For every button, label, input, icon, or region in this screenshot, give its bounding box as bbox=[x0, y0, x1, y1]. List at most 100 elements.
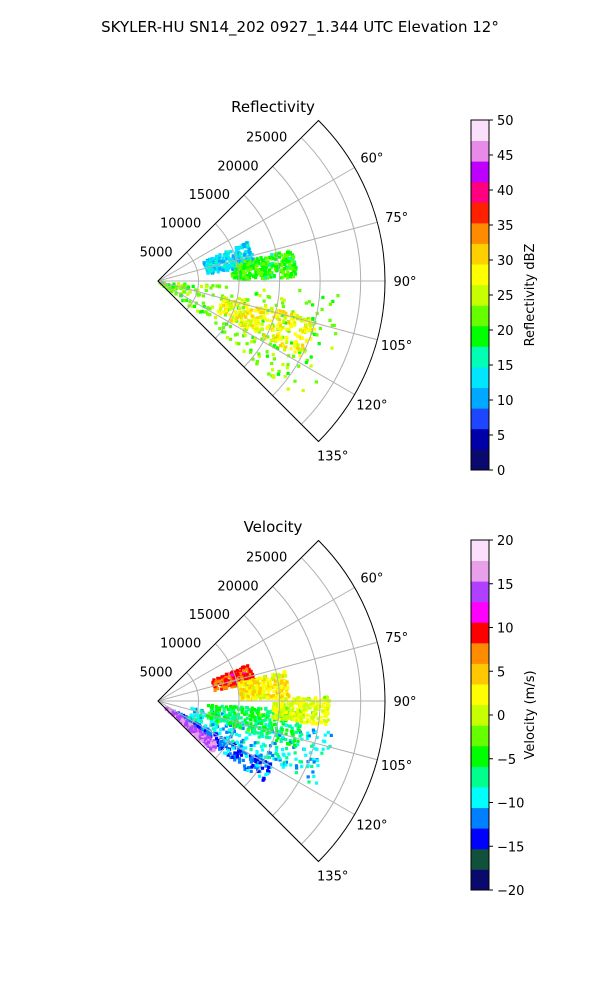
echo-cell bbox=[278, 344, 283, 348]
echo-cell bbox=[287, 329, 291, 333]
echo-cell bbox=[237, 342, 241, 346]
echo-cell bbox=[218, 731, 222, 735]
echo-cell bbox=[220, 746, 224, 750]
echo-cell bbox=[332, 323, 336, 327]
echo-cell bbox=[267, 755, 271, 760]
echo-cell bbox=[255, 693, 260, 697]
echo-cell bbox=[234, 251, 238, 255]
echo-cell bbox=[249, 348, 253, 352]
echo-cell bbox=[268, 295, 272, 299]
echo-cell bbox=[226, 250, 230, 254]
echo-cell bbox=[255, 679, 260, 683]
echo-cell bbox=[252, 275, 256, 279]
echo-cell bbox=[243, 677, 248, 681]
echo-cell bbox=[289, 702, 293, 706]
echo-cell bbox=[182, 290, 187, 294]
echo-cell bbox=[187, 304, 191, 308]
echo-cell bbox=[248, 272, 252, 276]
echo-cell bbox=[249, 760, 253, 764]
echo-cell bbox=[221, 259, 226, 264]
echo-cell bbox=[268, 726, 272, 730]
echo-cell bbox=[284, 732, 288, 736]
echo-cell bbox=[280, 687, 284, 691]
echo-cell bbox=[287, 354, 291, 358]
echo-cell bbox=[293, 379, 297, 383]
echo-cell bbox=[282, 715, 286, 719]
echo-cell bbox=[207, 733, 211, 737]
echo-cell bbox=[277, 332, 281, 336]
colorbar-tick-label: 0 bbox=[497, 464, 505, 479]
echo-cell bbox=[202, 734, 206, 738]
panel-title: Velocity bbox=[244, 518, 303, 536]
colorbar-segment bbox=[471, 408, 489, 430]
echo-cell bbox=[211, 748, 215, 752]
echo-cell bbox=[249, 261, 253, 265]
echo-cell bbox=[217, 677, 222, 681]
echo-cell bbox=[246, 695, 250, 699]
colorbar-segment bbox=[471, 387, 489, 409]
echo-cell bbox=[245, 768, 249, 772]
echo-cell bbox=[193, 710, 197, 714]
colorbar-segment bbox=[471, 704, 489, 726]
echo-cell bbox=[281, 765, 285, 769]
echo-cell bbox=[211, 723, 215, 727]
echo-cell bbox=[278, 733, 282, 737]
echo-cell bbox=[267, 765, 271, 769]
echo-cell bbox=[291, 275, 295, 279]
echo-cell bbox=[293, 350, 297, 354]
angular-tick-label: 90° bbox=[393, 275, 416, 290]
echo-cell bbox=[261, 734, 265, 739]
echo-cell bbox=[266, 710, 270, 714]
echo-cell bbox=[204, 737, 208, 741]
echo-cell bbox=[304, 753, 308, 757]
echo-cell bbox=[297, 718, 301, 723]
echo-cell bbox=[302, 697, 306, 701]
echo-cell bbox=[267, 263, 271, 267]
echo-cell bbox=[224, 285, 228, 289]
echo-cell bbox=[298, 724, 302, 728]
echo-cell bbox=[273, 680, 277, 684]
echo-cell bbox=[208, 257, 212, 261]
echo-cell bbox=[310, 744, 314, 748]
echo-cell bbox=[278, 318, 282, 322]
echo-cell bbox=[302, 747, 307, 751]
echo-cell bbox=[257, 322, 261, 326]
echo-cell bbox=[262, 299, 266, 303]
echo-cell bbox=[259, 272, 263, 276]
echo-cell bbox=[276, 323, 280, 327]
echo-cell bbox=[244, 721, 249, 725]
echo-cell bbox=[199, 728, 203, 732]
echo-cell bbox=[219, 297, 223, 301]
echo-cell bbox=[287, 694, 291, 698]
echo-cell bbox=[258, 761, 262, 765]
echo-cell bbox=[211, 257, 215, 261]
echo-cell bbox=[298, 760, 302, 764]
echo-cell bbox=[264, 772, 268, 777]
echo-cell bbox=[293, 737, 297, 741]
echo-cell bbox=[170, 711, 174, 715]
echo-cell bbox=[282, 256, 286, 260]
echo-cell bbox=[298, 354, 302, 358]
echo-cell bbox=[244, 315, 248, 319]
echo-cell bbox=[309, 757, 313, 761]
echo-cell bbox=[258, 696, 263, 701]
echo-cell bbox=[233, 276, 238, 280]
echo-cell bbox=[263, 677, 267, 681]
echo-cell bbox=[240, 323, 244, 327]
echo-cell bbox=[237, 743, 241, 747]
echo-cell bbox=[212, 747, 217, 752]
echo-cell bbox=[285, 340, 289, 344]
echo-cell bbox=[249, 350, 253, 354]
echo-cell bbox=[177, 282, 181, 286]
echo-cell bbox=[325, 698, 329, 702]
echo-cell bbox=[305, 736, 310, 740]
echo-cell bbox=[181, 299, 185, 303]
echo-cell bbox=[277, 369, 281, 374]
echo-cell bbox=[274, 312, 278, 316]
echo-cell bbox=[297, 729, 301, 733]
echo-cell bbox=[266, 695, 270, 699]
echo-cell bbox=[274, 257, 278, 261]
echo-cell bbox=[260, 322, 264, 326]
echo-cell bbox=[214, 705, 218, 709]
echo-cell bbox=[241, 265, 245, 269]
